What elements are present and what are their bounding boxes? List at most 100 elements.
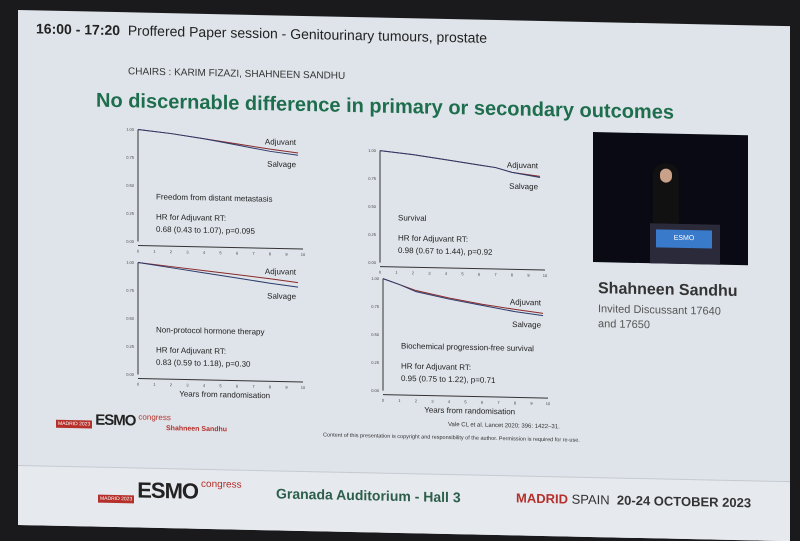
- x-tick-label: 1: [153, 249, 156, 254]
- y-tick-label: 1.00: [126, 260, 135, 265]
- series-line-salvage: [382, 278, 544, 317]
- x-tick-label: 0: [137, 248, 140, 253]
- x-tick-label: 9: [530, 401, 533, 406]
- x-tick-label: 2: [170, 249, 173, 254]
- chart-title: Survival: [398, 213, 427, 223]
- x-axis: [138, 378, 303, 383]
- chart-title: Non-protocol hormone therapy: [156, 325, 265, 336]
- hr-label: HR for Adjuvant RT:: [401, 362, 471, 372]
- x-tick-label: 6: [478, 272, 481, 277]
- x-tick-label: 7: [494, 272, 497, 277]
- hr-label: HR for Adjuvant RT:: [156, 345, 226, 355]
- legend-adjuvant: Adjuvant: [265, 267, 297, 277]
- y-tick-label: 0.25: [368, 232, 377, 237]
- y-tick-label: 0.50: [368, 204, 377, 209]
- hr-value: 0.83 (0.59 to 1.18), p=0.30: [156, 358, 251, 369]
- y-tick-label: 0.25: [126, 211, 135, 216]
- x-tick-label: 10: [301, 385, 306, 390]
- session-chairs: CHAIRS : KARIM FIZAZI, SHAHNEEN SANDHU: [128, 66, 346, 82]
- x-tick-label: 8: [511, 272, 514, 277]
- x-tick-label: 3: [186, 250, 189, 255]
- x-tick-label: 5: [219, 250, 222, 255]
- x-tick-label: 4: [445, 271, 448, 276]
- logo-suffix: congress: [138, 412, 171, 423]
- chart-svg: 0.00 0.25 0.50 0.75 1.00 0 1 2 3 4 5 6 7 8 9 10 Adjuvant…: [371, 276, 551, 417]
- x-tick-label: 10: [546, 401, 551, 406]
- esmo-logo-slide: MADRID 2023 ESMO congress: [56, 411, 171, 430]
- series-line-salvage: [137, 262, 299, 288]
- logo-city: MADRID 2023: [56, 419, 93, 429]
- x-tick-label: 5: [219, 383, 222, 388]
- y-tick-label: 0.75: [126, 155, 135, 160]
- y-tick-label: 0.00: [368, 260, 377, 265]
- x-tick-label: 4: [448, 399, 451, 404]
- dates: 20-24 OCTOBER 2023: [616, 492, 752, 511]
- x-axis: [383, 394, 548, 399]
- x-tick-label: 9: [527, 273, 530, 278]
- city: MADRID: [516, 490, 568, 507]
- chart-svg: 0.00 0.25 0.50 0.75 1.00 0 1 2 3 4 5 6 7 8 9 10 Adjuvant…: [126, 260, 306, 401]
- chart-svg: 0.00 0.25 0.50 0.75 1.00 0 1 2 3 4 5 6 7 8 9 10 Adjuvant…: [126, 127, 306, 257]
- y-tick-label: 0.50: [126, 183, 135, 188]
- logo-brand: ESMO: [137, 477, 199, 504]
- y-tick-label: 0.00: [371, 388, 380, 393]
- speaker-name: Shahneen Sandhu: [598, 280, 738, 301]
- speaker-role: Invited Discussant 17640 and 17650: [598, 303, 721, 332]
- x-tick-label: 8: [269, 384, 272, 389]
- x-tick-label: 6: [236, 251, 239, 256]
- chart-title: Freedom from distant metastasis: [156, 192, 272, 203]
- y-tick-label: 0.25: [126, 344, 135, 349]
- session-time: 16:00 - 17:20: [36, 20, 121, 39]
- speaker-face: [660, 168, 672, 183]
- x-tick-label: 1: [395, 270, 398, 275]
- x-axis-label: Years from randomisation: [179, 389, 270, 400]
- x-tick-label: 2: [170, 382, 173, 387]
- legend-adjuvant: Adjuvant: [265, 137, 297, 147]
- legend-salvage: Salvage: [267, 160, 296, 170]
- chart-distant-metastasis: 0.00 0.25 0.50 0.75 1.00 0 1 2 3 4 5 6 7 8 9 10 Adjuvant…: [108, 124, 323, 276]
- chart-survival: 0.00 0.25 0.50 0.75 1.00 0 1 2 3 4 5 6 7 8 9 10 Adjuvant…: [350, 145, 565, 297]
- series-line-salvage: [137, 129, 299, 156]
- x-tick-label: 5: [464, 399, 467, 404]
- legend-salvage: Salvage: [267, 291, 296, 301]
- y-tick-label: 0.25: [371, 360, 380, 365]
- x-tick-label: 3: [431, 399, 434, 404]
- x-tick-label: 0: [137, 381, 140, 386]
- country: SPAIN: [571, 491, 610, 508]
- chart-title: Biochemical progression-free survival: [401, 341, 534, 353]
- series-line-adjuvant: [382, 278, 544, 314]
- x-tick-label: 7: [252, 251, 255, 256]
- y-tick-label: 0.50: [126, 316, 135, 321]
- slide-author: Shahneen Sandhu: [166, 425, 228, 434]
- hr-label: HR for Adjuvant RT:: [398, 234, 468, 244]
- y-tick-label: 1.00: [126, 127, 135, 132]
- x-tick-label: 1: [153, 382, 156, 387]
- x-tick-label: 8: [514, 400, 517, 405]
- y-tick-label: 0.00: [126, 372, 135, 377]
- x-tick-label: 5: [461, 271, 464, 276]
- y-tick-label: 0.00: [126, 239, 135, 244]
- session-title: Proffered Paper session - Genitourinary …: [127, 22, 488, 46]
- x-tick-label: 4: [203, 383, 206, 388]
- x-tick-label: 6: [236, 384, 239, 389]
- slide-title: No discernable difference in primary or …: [96, 89, 674, 124]
- x-axis: [380, 266, 545, 271]
- hr-label: HR for Adjuvant RT:: [156, 212, 226, 222]
- y-tick-label: 0.75: [126, 288, 135, 293]
- copyright-notice: Content of this presentation is copyrigh…: [323, 432, 580, 444]
- legend-adjuvant: Adjuvant: [507, 161, 539, 171]
- x-axis-label: Years from randomisation: [424, 406, 515, 417]
- y-tick-label: 0.75: [371, 304, 380, 309]
- hr-value: 0.98 (0.67 to 1.44), p=0.92: [398, 246, 493, 257]
- x-tick-label: 6: [481, 400, 484, 405]
- x-tick-label: 0: [382, 398, 385, 403]
- x-axis: [138, 245, 303, 250]
- x-tick-label: 3: [186, 383, 189, 388]
- x-tick-label: 8: [269, 251, 272, 256]
- series-line-adjuvant: [137, 262, 299, 284]
- legend-salvage: Salvage: [509, 182, 538, 192]
- reference: Vale CL et al. Lancet 2020; 396: 1422–31…: [448, 422, 560, 431]
- x-tick-label: 0: [379, 270, 382, 275]
- x-tick-label: 9: [285, 252, 288, 257]
- x-tick-label: 2: [415, 398, 418, 403]
